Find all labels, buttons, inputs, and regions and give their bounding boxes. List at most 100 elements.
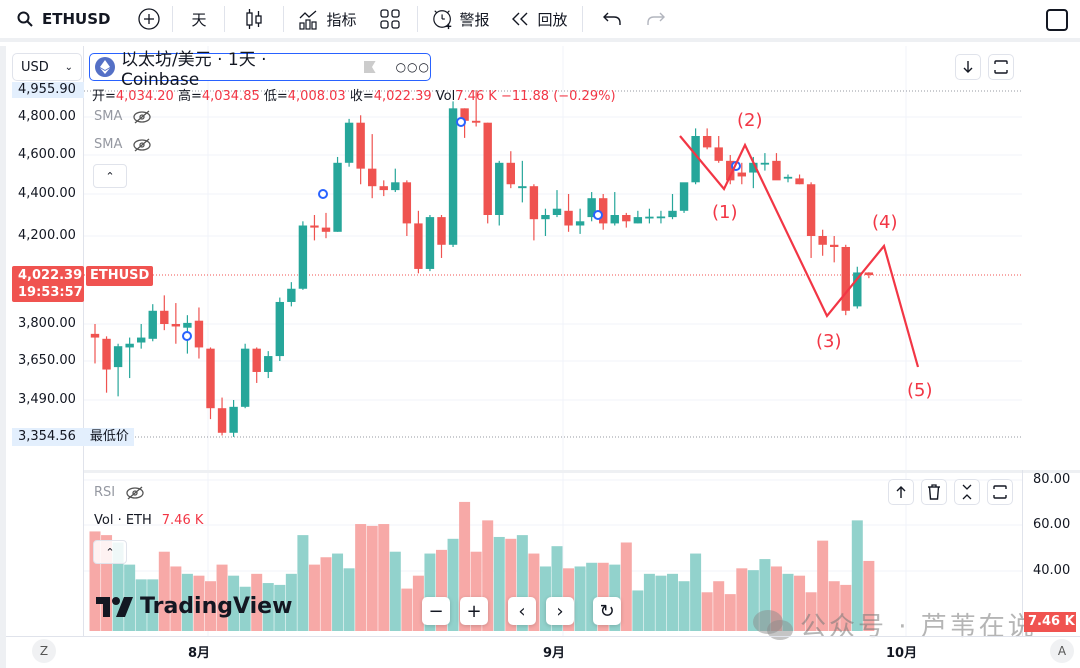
price-tick-label: 3,800.00 [18,316,76,331]
auto-scale-label: A [1057,644,1067,658]
collapse-volume-legend-button[interactable]: ⌃ [93,540,127,564]
chart-area[interactable] [0,46,1080,668]
ethereum-logo-icon [95,57,115,77]
sma-legend-1[interactable]: SMA [94,109,152,124]
candle-type-icon [243,8,265,30]
fullscreen-icon[interactable] [1046,9,1068,31]
time-tick-label: 9月 [543,646,566,661]
layout-button[interactable] [367,0,413,40]
tradingview-logo-text: TradingView [140,594,293,619]
replay-button[interactable]: 回放 [500,0,578,40]
open-value: 4,034.20 [115,89,174,104]
collapse-legend-button[interactable]: ⌃ [93,164,127,188]
alert-icon [432,8,454,30]
volume-value: 7.46 K [161,513,204,528]
price-chart-canvas[interactable] [84,46,1022,470]
time-tick-label: 8月 [188,646,211,661]
volume-legend[interactable]: Vol · ETH 7.46 K [94,513,203,528]
wechat-icon [753,609,793,640]
wave-label: (1) [712,202,738,223]
arrow-up-icon [896,486,906,498]
wave-label: (5) [907,380,933,401]
symbol-title-box[interactable]: 以太坊/美元 · 1天 · Coinbase ○○○ [89,50,431,90]
timezone-button[interactable]: Z [32,639,56,663]
divider [416,6,418,32]
flag-icon[interactable] [363,61,376,73]
sma-label: SMA [94,109,123,124]
alert-button[interactable]: 警报 [422,0,500,40]
reset-icon: ↻ [599,600,615,622]
symbol-name: ETHUSD [42,10,111,28]
eye-off-icon[interactable] [132,110,152,124]
redo-button[interactable] [637,0,675,40]
last-price: 4,022.39 [18,268,83,283]
high-label: 高= [177,89,202,104]
currency-select[interactable]: USD ⌄ [12,53,82,81]
low-label: 低= [263,89,288,104]
low-price-value: 3,354.56 [18,429,76,444]
layout-icon [379,8,401,30]
undo-icon [601,8,623,30]
rsi-label: RSI [94,485,116,500]
watermark: 公众号 · 芦苇在说 [752,606,1037,643]
eye-off-icon[interactable] [125,486,145,500]
wave-label: (4) [872,212,898,233]
close-label: 收= [349,89,374,104]
price-tick-label: 4,200.00 [18,228,76,243]
rsi-legend[interactable]: RSI [94,485,145,500]
sma-label: SMA [94,137,123,152]
high-price-tag: 4,955.90 [12,82,84,98]
trash-icon [928,484,940,500]
divider [581,6,583,32]
interval-button[interactable]: 天 [177,0,220,40]
maximize-pane-button[interactable] [988,54,1014,80]
more-icon[interactable]: ○○○ [395,60,430,74]
undo-button[interactable] [587,0,637,40]
wave-label: (2) [737,110,763,131]
pane-divider[interactable] [84,470,1080,473]
auto-scale-button[interactable]: A [1050,639,1074,663]
collapse-pane-button[interactable] [954,479,980,505]
wave-label: (3) [816,331,842,352]
delete-pane-button[interactable] [921,479,947,505]
scroll-left-button[interactable]: ‹ [508,597,536,625]
vol-value: 7.46 K [455,89,497,104]
divider [172,6,174,32]
time-axis[interactable]: Z A 8月 9月 10月 [6,636,1080,664]
tradingview-logo[interactable]: TradingView [96,594,292,619]
volume-axis[interactable]: 80.00 60.00 40.00 [1022,470,1080,636]
divider [224,6,226,32]
scroll-right-button[interactable]: › [546,597,574,625]
maximize-icon [993,485,1007,499]
add-symbol-button[interactable] [130,0,168,40]
chart-type-button[interactable] [229,0,279,40]
chevron-up-icon: ⌃ [105,169,115,183]
indicators-label: 指标 [326,10,357,29]
maximize-pane-button[interactable] [987,479,1013,505]
close-value: 4,022.39 [373,89,432,104]
indicators-button[interactable]: 指标 [288,0,366,40]
high-value: 4,034.85 [201,89,260,104]
replay-icon [510,8,532,30]
minus-icon: − [428,600,444,622]
chevron-left-icon: ‹ [518,600,526,622]
eye-off-icon[interactable] [132,138,152,152]
reset-chart-button[interactable]: ↻ [593,597,621,625]
chevron-down-icon: ⌄ [64,61,73,73]
symbol-search-button[interactable]: ETHUSD [0,0,118,40]
bar-countdown: 19:53:57 [18,285,83,300]
zoom-in-button[interactable]: + [460,597,488,625]
scroll-down-button[interactable] [955,54,981,80]
zoom-out-button[interactable]: − [422,597,450,625]
move-pane-up-button[interactable] [888,479,914,505]
arrow-down-icon [963,61,973,73]
last-volume-tag: 7.46 K [1024,612,1076,632]
price-tick-label: 4,600.00 [18,147,76,162]
top-toolbar: ETHUSD 天 指标 警报 回放 [0,0,1080,42]
divider [283,6,285,32]
alert-label: 警报 [459,10,490,29]
sma-legend-2[interactable]: SMA [94,137,152,152]
price-axis[interactable]: 4,800.00 4,600.00 4,400.00 4,200.00 3,800.00… [6,46,84,636]
interval-label: 天 [191,10,207,29]
price-tick-label: 3,490.00 [18,392,76,407]
